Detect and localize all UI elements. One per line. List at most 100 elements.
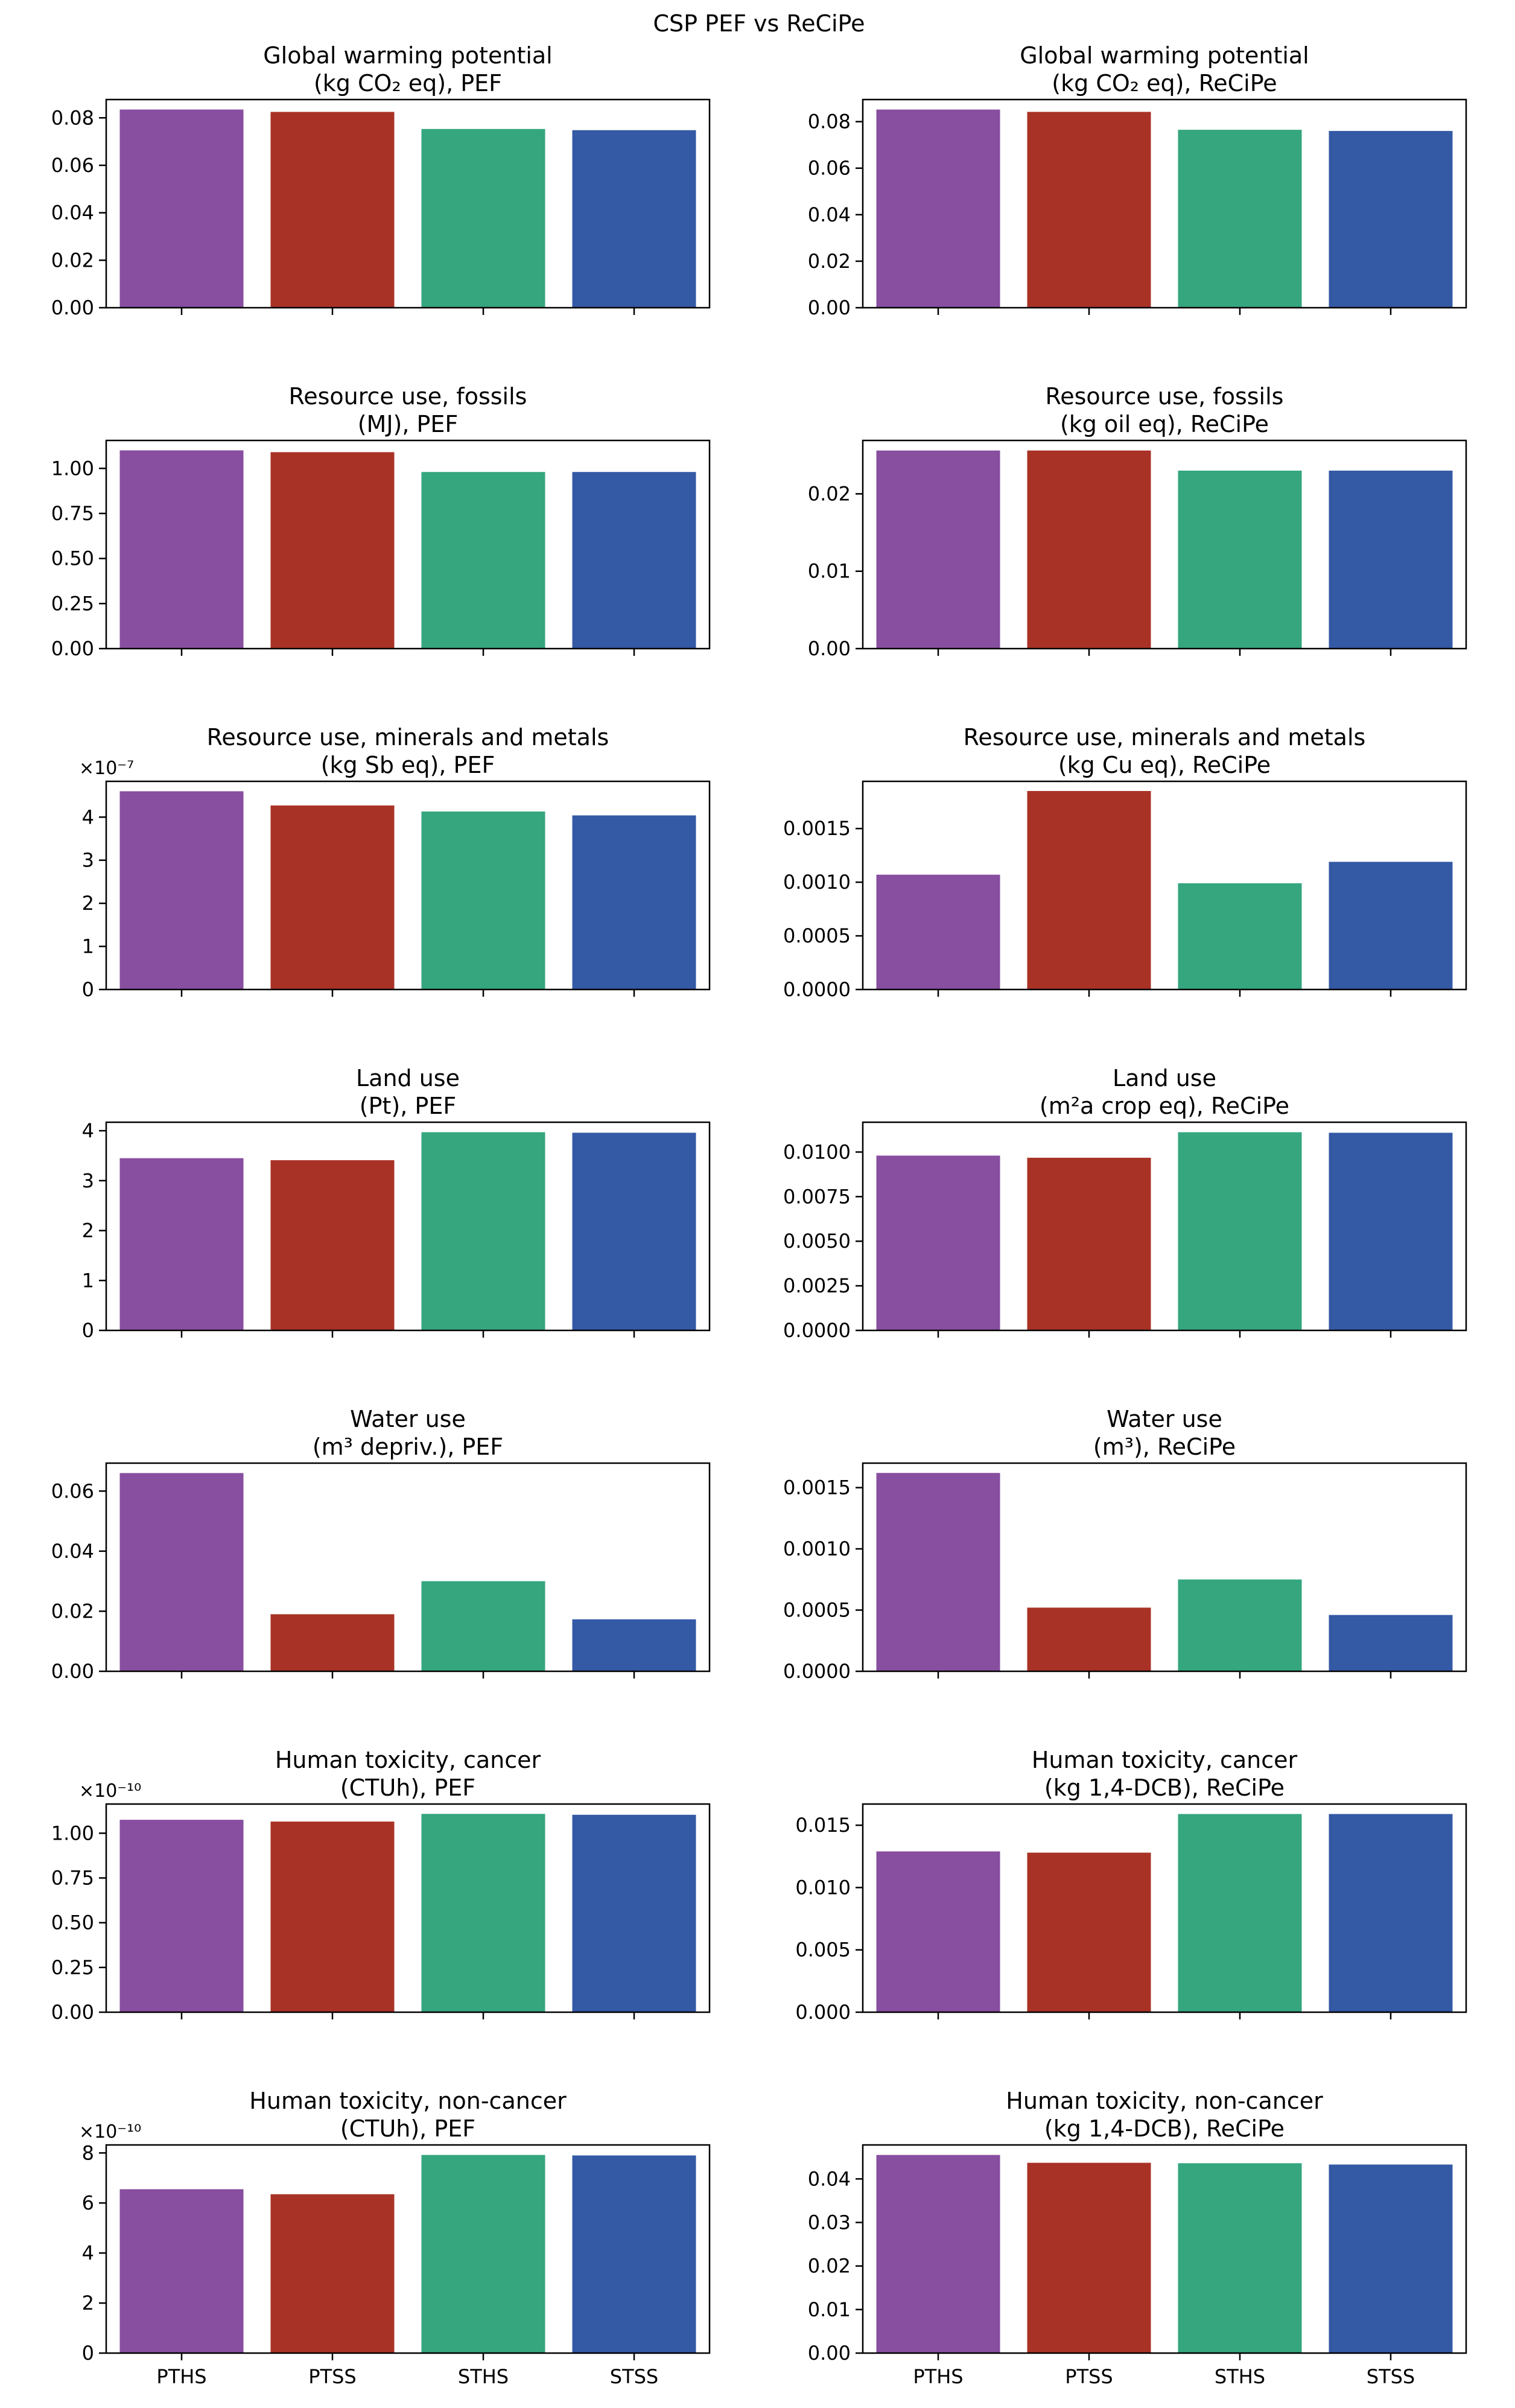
y-tick-label: 2	[82, 892, 94, 915]
subplot-title: (kg 1,4-DCB), ReCiPe	[1044, 2115, 1285, 2142]
subplot-title: (kg CO₂ eq), PEF	[314, 70, 502, 97]
subplot-title: Water use	[350, 1406, 466, 1432]
y-tick-label: 0.0025	[783, 1274, 851, 1297]
bar-stss	[1329, 862, 1453, 990]
y-tick-label: 0	[82, 978, 94, 1001]
plot-frame	[105, 780, 711, 991]
y-tick-label: 0.0000	[783, 1319, 851, 1342]
subplot-title: Resource use, fossils	[289, 383, 527, 410]
bar-pths	[876, 450, 1000, 649]
subplot-title: (m²a crop eq), ReCiPe	[1040, 1093, 1289, 1119]
y-tick-label: 0.75	[51, 1867, 94, 1890]
bar-stss	[1329, 1615, 1453, 1671]
bar-ptss	[270, 1160, 395, 1330]
bar-stss	[1329, 2164, 1453, 2353]
figure-suptitle: CSP PEF vs ReCiPe	[653, 10, 865, 37]
y-tick-label: 0.06	[51, 1479, 94, 1502]
y-tick-label: 4	[82, 805, 94, 828]
plot-frame	[862, 1121, 1467, 1332]
bar-pths	[119, 109, 244, 308]
bar-ptss	[270, 1822, 395, 2012]
y-tick-label: 0.06	[808, 157, 851, 180]
y-tick-label: 0.50	[51, 547, 94, 570]
subplot-title: (m³), ReCiPe	[1093, 1434, 1236, 1460]
subplot-title: Land use	[356, 1065, 460, 1091]
subplot-9: Water use(m³ depriv.), PEF 0.00 0.02 0.04 0.…	[51, 1406, 711, 1683]
bar-pths	[119, 1820, 244, 2012]
y-tick-label: 0.00	[51, 2001, 94, 2024]
bar-sths	[421, 1132, 545, 1330]
y-tick-label: 0.00	[808, 296, 851, 319]
bar-ptss	[1027, 1852, 1151, 2012]
y-tick-label: 0.04	[808, 203, 851, 226]
plot-frame	[105, 2144, 711, 2354]
bar-ptss	[1027, 2162, 1151, 2353]
bar-stss	[1329, 131, 1453, 308]
y-tick-label: 0.04	[51, 202, 94, 224]
subplot-11: Human toxicity, cancer(CTUh), PEF 0.00 0.2…	[51, 1747, 711, 2024]
bar-ptss	[1027, 1157, 1151, 1330]
y-tick-label: 0.08	[808, 110, 851, 133]
bar-pths	[119, 791, 244, 990]
x-tick-label: STSS	[1367, 2365, 1415, 2388]
y-tick-label: 0.005	[795, 1939, 851, 1962]
y-tick-label: 0.02	[51, 249, 94, 272]
bar-stss	[572, 1133, 696, 1330]
subplot-title: Human toxicity, cancer	[1032, 1747, 1298, 1773]
subplot-title: Global warming potential	[263, 42, 553, 69]
bar-ptss	[270, 2194, 395, 2353]
y-tick-label: 0.0005	[783, 1599, 851, 1622]
bar-ptss	[270, 452, 395, 649]
y-tick-label: 0.03	[808, 2211, 851, 2234]
plot-frame	[862, 1462, 1467, 1673]
bar-ptss	[270, 1614, 395, 1671]
plot-frame	[105, 439, 711, 650]
bar-sths	[421, 1814, 545, 2012]
y-tick-label: 0.0000	[783, 1660, 851, 1683]
subplot-title: Human toxicity, non-cancer	[1006, 2088, 1323, 2114]
bar-sths	[421, 129, 545, 308]
y-tick-label: 3	[82, 849, 94, 872]
y-tick-label: 0.02	[808, 250, 851, 273]
y-tick-label: 4	[82, 2241, 94, 2264]
subplot-title: (CTUh), PEF	[340, 1774, 475, 1801]
bar-stss	[1329, 1133, 1453, 1330]
y-tick-label: 0.25	[51, 592, 94, 615]
bar-sths	[421, 1581, 545, 1671]
plot-frame	[862, 2144, 1467, 2354]
subplot-title: (MJ), PEF	[358, 411, 459, 437]
bar-stss	[572, 1814, 696, 2012]
bar-pths	[876, 1155, 1000, 1330]
bar-pths	[876, 1473, 1000, 1671]
subplot-2: Global warming potential(kg CO₂ eq), ReC…	[808, 42, 1467, 319]
x-tick-label: PTSS	[1065, 2365, 1113, 2388]
subplot-title: (CTUh), PEF	[340, 2115, 475, 2142]
subplot-title: Land use	[1113, 1065, 1216, 1091]
y-axis-multiplier: ×10⁻⁷	[79, 758, 134, 779]
y-tick-label: 1	[82, 935, 94, 958]
subplot-12: Human toxicity, cancer(kg 1,4-DCB), ReCi…	[795, 1747, 1467, 2024]
plot-frame	[862, 98, 1467, 309]
bar-ptss	[1027, 112, 1151, 308]
subplot-title: Human toxicity, non-cancer	[249, 2088, 567, 2114]
bar-ptss	[1027, 450, 1151, 649]
bar-stss	[572, 472, 696, 649]
y-tick-label: 0.000	[795, 2001, 851, 2024]
y-tick-label: 0.0005	[783, 924, 851, 947]
subplot-title: Water use	[1107, 1406, 1222, 1432]
subplot-10: Water use(m³), ReCiPe 0.0000 0.0005 0.0010 0…	[783, 1406, 1467, 1683]
y-tick-label: 1.00	[51, 1822, 94, 1844]
y-tick-label: 1	[82, 1269, 94, 1292]
plot-frame	[862, 439, 1467, 650]
y-tick-label: 4	[82, 1119, 94, 1142]
x-tick-label: PTSS	[308, 2365, 356, 2388]
y-tick-label: 0.00	[808, 637, 851, 660]
subplot-title: (kg CO₂ eq), ReCiPe	[1052, 70, 1277, 97]
subplot-7: Land use(Pt), PEF 0 1 2 3 4	[82, 1065, 711, 1342]
bar-sths	[1178, 471, 1302, 649]
bar-pths	[119, 1473, 244, 1671]
y-tick-label: 0.04	[51, 1540, 94, 1563]
y-axis-multiplier: ×10⁻¹⁰	[79, 1781, 141, 1802]
bar-stss	[572, 2155, 696, 2353]
